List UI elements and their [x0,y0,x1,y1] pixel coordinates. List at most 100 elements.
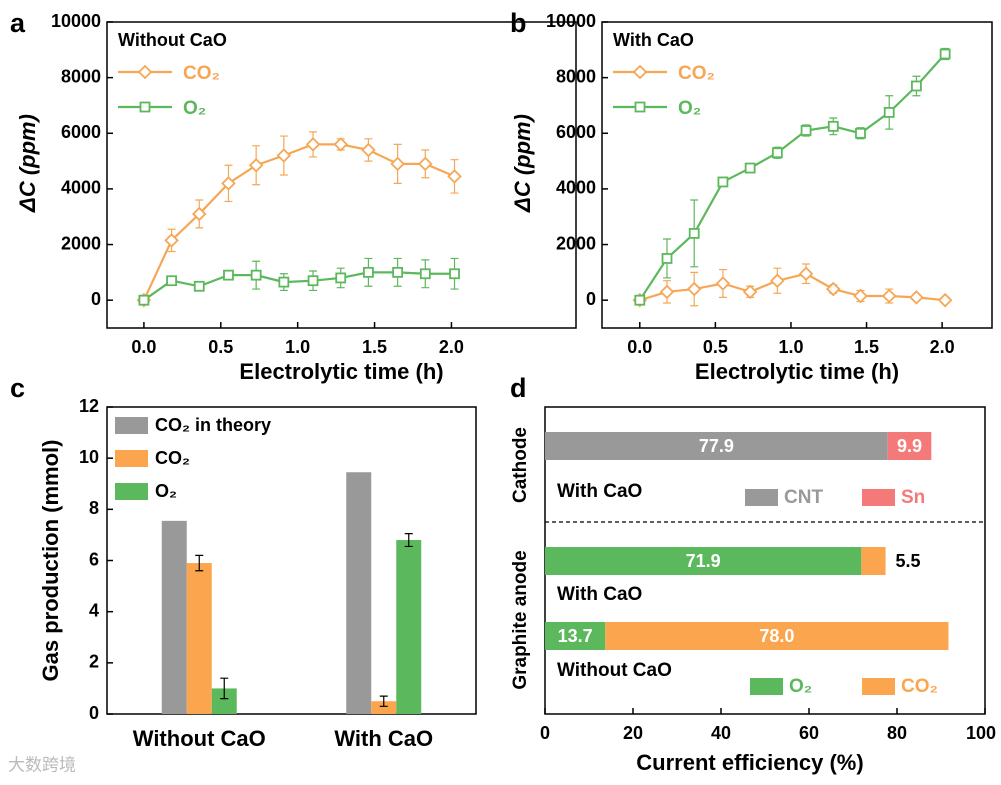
marker [911,80,922,92]
group-label: Cathode [510,427,531,503]
value-label: 77.9 [699,436,734,456]
error-bar [195,554,204,572]
y-tick-label: 10000 [51,11,101,31]
y-tick-label: 4000 [556,178,596,198]
marker [418,156,433,172]
marker [937,292,953,308]
x-axis-label: Electrolytic time (h) [695,359,899,384]
row-label: Without CaO [557,660,672,681]
marker [883,107,895,118]
legend-marker [632,64,648,80]
legend-label: CO₂ [678,63,715,84]
y-tick-label: 8000 [61,66,101,86]
marker [193,280,205,292]
legend-marker [139,101,151,113]
legend-swatch [862,678,895,695]
x-tick-label: 80 [887,723,907,743]
legend-swatch [115,417,148,434]
x-tick-label: 0.5 [208,337,233,357]
value-label: 71.9 [686,551,721,571]
x-tick-label: 1.5 [854,337,879,357]
marker [276,148,292,163]
marker [363,266,374,278]
marker [307,275,319,287]
x-axis-label: Current efficiency (%) [636,750,863,775]
marker [798,266,814,282]
value-label: 13.7 [558,626,593,646]
y-tick-label: 6000 [61,122,101,142]
legend-title: With CaO [613,30,694,50]
bar-segment [887,432,932,460]
marker [881,288,897,304]
legend-label: CO₂ [901,676,938,697]
bar [346,472,372,714]
value-label: 9.9 [897,436,922,456]
y-axis-label: ΔC (ppm) [15,114,40,213]
marker [449,268,460,280]
x-tick-label: 2.0 [439,337,464,357]
y-tick-label: 10 [79,447,99,467]
marker [390,156,405,172]
legend-label: O₂ [789,676,812,697]
marker [661,253,673,264]
panel-letter: a [10,8,26,38]
x-tick-label: 0.0 [131,337,156,357]
x-tick-label: 40 [711,723,731,743]
marker [333,137,349,152]
plot-frame [106,21,577,329]
row-label: With CaO [557,481,642,502]
legend-label: O₂ [155,481,177,501]
y-tick-label: 12 [79,396,99,416]
bar-segment [545,432,888,460]
bar [396,540,422,714]
legend-swatch [115,483,148,500]
legend-label: CO₂ in theory [155,415,271,435]
y-tick-label: 2000 [556,233,596,253]
legend-label: O₂ [678,98,701,119]
marker [164,233,179,248]
marker [771,147,783,159]
bar [161,520,187,714]
x-tick-label: With CaO [334,726,433,751]
marker [742,284,758,300]
marker [305,137,321,152]
marker [744,162,756,174]
x-tick-label: 1.0 [285,337,310,357]
legend-label: O₂ [183,98,206,119]
marker [853,288,868,304]
marker [166,275,177,287]
x-tick-label: 1.5 [362,337,387,357]
bar [371,701,397,714]
legend-title: Without CaO [118,30,227,50]
y-axis-label: ΔC (ppm) [510,114,535,213]
marker [138,294,150,306]
marker [770,273,785,288]
marker [419,268,431,280]
x-tick-label: Without CaO [133,726,266,751]
marker [191,206,207,222]
legend-marker [634,101,646,113]
x-tick-label: 0.5 [703,337,728,357]
legend-swatch [745,489,778,506]
marker [686,281,702,297]
error-bar [220,677,229,700]
marker [659,284,675,300]
marker [278,276,290,288]
marker [909,290,924,305]
value-label: 78.0 [759,626,794,646]
x-tick-label: 0.0 [627,337,652,357]
series-line [639,272,946,302]
legend-swatch [115,450,148,467]
marker [335,272,347,284]
series-line [143,271,455,302]
legend-label: Sn [901,487,925,508]
bar-segment [545,547,862,575]
marker [800,125,812,136]
series-line [638,53,946,301]
bar-segment [545,622,606,650]
series-line [142,143,455,301]
y-tick-label: 4 [89,600,99,620]
marker [250,269,262,281]
bar [186,563,212,714]
